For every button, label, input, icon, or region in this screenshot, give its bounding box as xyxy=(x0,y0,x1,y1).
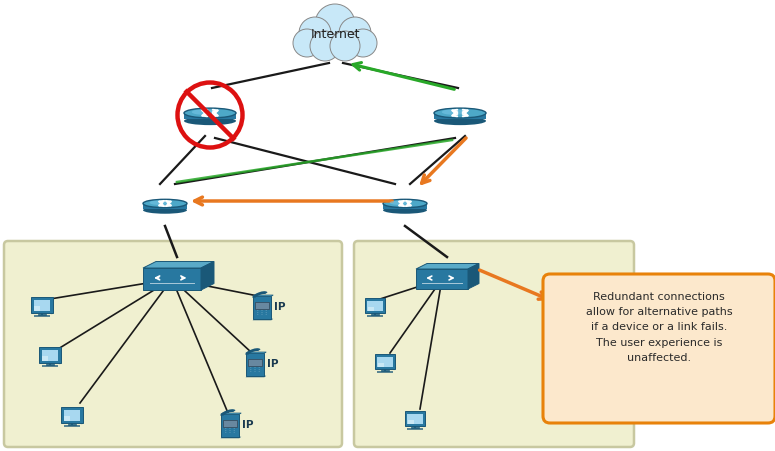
Ellipse shape xyxy=(150,201,170,206)
Bar xyxy=(297,34,373,52)
FancyBboxPatch shape xyxy=(543,274,775,423)
FancyBboxPatch shape xyxy=(184,114,236,120)
Bar xyxy=(38,315,46,316)
Polygon shape xyxy=(31,312,54,313)
Circle shape xyxy=(293,30,321,58)
Polygon shape xyxy=(221,437,241,438)
Bar xyxy=(367,315,383,317)
Ellipse shape xyxy=(434,117,486,126)
Bar xyxy=(368,307,374,311)
FancyBboxPatch shape xyxy=(4,241,342,447)
Polygon shape xyxy=(143,268,201,290)
Bar xyxy=(42,365,58,367)
Circle shape xyxy=(310,32,340,62)
Bar xyxy=(371,314,379,316)
Bar xyxy=(408,428,422,429)
Bar xyxy=(64,425,81,427)
Polygon shape xyxy=(365,312,386,313)
Bar xyxy=(408,420,414,424)
FancyBboxPatch shape xyxy=(383,204,427,209)
Text: IP: IP xyxy=(274,302,286,312)
Bar xyxy=(377,371,393,373)
Bar xyxy=(221,414,239,437)
Ellipse shape xyxy=(383,207,427,214)
FancyBboxPatch shape xyxy=(354,241,634,447)
Bar xyxy=(377,357,393,368)
Bar xyxy=(408,414,422,424)
Bar xyxy=(46,364,54,366)
Polygon shape xyxy=(416,264,479,269)
Bar xyxy=(381,370,389,372)
Ellipse shape xyxy=(59,363,60,364)
Polygon shape xyxy=(253,295,274,297)
Bar xyxy=(412,427,419,428)
Bar xyxy=(39,347,61,363)
Polygon shape xyxy=(468,264,479,290)
Bar xyxy=(49,363,51,365)
Polygon shape xyxy=(405,425,426,426)
Text: Redundant connections
allow for alternative paths
if a device or a link fails.
T: Redundant connections allow for alternat… xyxy=(586,291,732,362)
Bar xyxy=(253,297,271,319)
Ellipse shape xyxy=(393,369,395,370)
Ellipse shape xyxy=(143,207,187,214)
Bar xyxy=(34,316,50,317)
Polygon shape xyxy=(416,269,468,290)
Bar xyxy=(34,300,50,311)
Bar xyxy=(64,416,71,421)
Polygon shape xyxy=(201,262,214,290)
Ellipse shape xyxy=(143,200,187,208)
FancyBboxPatch shape xyxy=(143,204,187,209)
Polygon shape xyxy=(375,368,396,369)
Text: IP: IP xyxy=(242,419,253,429)
Bar xyxy=(34,307,40,311)
Bar xyxy=(41,313,43,316)
Polygon shape xyxy=(246,376,267,377)
Bar xyxy=(61,407,83,423)
Polygon shape xyxy=(246,352,267,354)
Ellipse shape xyxy=(184,117,236,126)
Polygon shape xyxy=(253,319,274,321)
Polygon shape xyxy=(61,422,84,423)
Bar xyxy=(43,356,49,361)
Bar xyxy=(367,301,383,312)
Bar xyxy=(42,350,58,361)
Bar xyxy=(64,410,81,421)
Ellipse shape xyxy=(51,313,53,314)
Bar xyxy=(365,299,385,313)
Ellipse shape xyxy=(434,109,486,119)
Ellipse shape xyxy=(423,426,425,427)
Ellipse shape xyxy=(390,201,409,206)
Ellipse shape xyxy=(383,200,427,208)
Bar xyxy=(31,297,53,313)
Bar xyxy=(374,313,376,315)
Bar xyxy=(71,423,73,425)
Bar xyxy=(248,359,262,366)
Bar xyxy=(414,426,416,428)
Ellipse shape xyxy=(81,423,83,424)
Polygon shape xyxy=(39,362,62,363)
Bar xyxy=(255,302,269,309)
Bar xyxy=(246,354,264,376)
Circle shape xyxy=(349,30,377,58)
FancyBboxPatch shape xyxy=(434,114,486,120)
Bar xyxy=(384,369,386,371)
Bar xyxy=(68,424,76,426)
Text: Internet: Internet xyxy=(310,28,360,41)
Ellipse shape xyxy=(191,110,215,115)
Bar xyxy=(375,354,395,369)
Circle shape xyxy=(339,18,371,50)
Bar xyxy=(378,363,384,367)
Circle shape xyxy=(330,32,360,62)
Bar xyxy=(223,420,237,427)
Bar xyxy=(405,411,425,426)
Ellipse shape xyxy=(384,313,385,314)
Polygon shape xyxy=(221,413,241,414)
Circle shape xyxy=(315,5,355,45)
Text: IP: IP xyxy=(267,359,279,368)
Polygon shape xyxy=(143,262,214,268)
Ellipse shape xyxy=(184,109,236,119)
Ellipse shape xyxy=(442,110,465,115)
Circle shape xyxy=(299,18,331,50)
